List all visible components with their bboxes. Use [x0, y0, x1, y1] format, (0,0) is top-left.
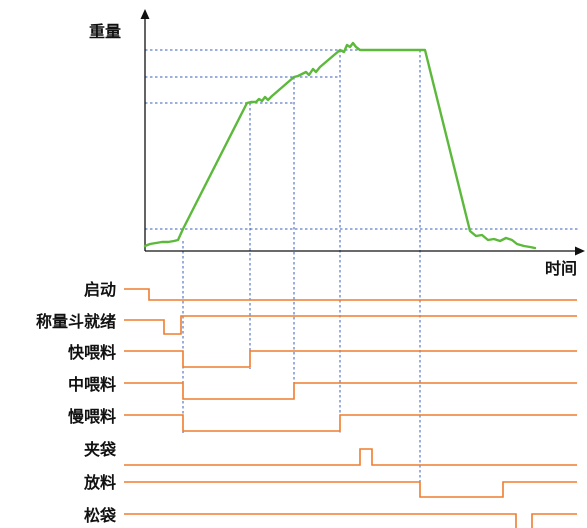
signal-line-fast-feed	[124, 350, 577, 368]
signal-release-bag: 松袋	[84, 506, 577, 528]
y-axis-arrow-icon	[140, 9, 150, 19]
signal-clamp-bag: 夹袋	[84, 440, 577, 466]
weight-curve	[143, 41, 537, 250]
x-axis-arrow-icon	[575, 246, 585, 256]
signal-label-discharge: 放料	[83, 473, 116, 492]
signal-label-medium-feed: 中喂料	[68, 375, 116, 394]
signal-label-release-bag: 松袋	[84, 506, 117, 525]
signal-line-release-bag	[124, 513, 577, 528]
signal-line-ready	[124, 315, 577, 335]
signal-start: 启动	[84, 280, 577, 301]
signal-label-ready: 称量斗就绪	[36, 312, 116, 331]
signal-line-medium-feed	[124, 382, 577, 400]
signal-fast-feed: 快喂料	[68, 343, 577, 368]
signal-line-start	[124, 288, 577, 301]
signal-rows: 启动 称量斗就绪 快喂料 中喂料 慢喂料 夹袋 放料 松袋	[36, 280, 577, 528]
signal-medium-feed: 中喂料	[68, 375, 577, 400]
signal-line-discharge	[124, 481, 577, 498]
x-axis-label: 时间	[545, 259, 577, 278]
signal-label-start: 启动	[84, 280, 116, 299]
signal-ready: 称量斗就绪	[36, 312, 577, 335]
signal-slow-feed: 慢喂料	[68, 407, 577, 432]
axes: 重量 时间	[89, 9, 585, 278]
signal-label-slow-feed: 慢喂料	[68, 407, 116, 426]
guide-lines	[145, 49, 578, 497]
signal-line-clamp-bag	[124, 448, 577, 466]
signal-label-fast-feed: 快喂料	[68, 343, 116, 362]
signal-label-clamp-bag: 夹袋	[84, 440, 117, 459]
signal-discharge: 放料	[83, 473, 577, 498]
signal-line-slow-feed	[124, 414, 577, 432]
y-axis-label: 重量	[89, 22, 121, 41]
